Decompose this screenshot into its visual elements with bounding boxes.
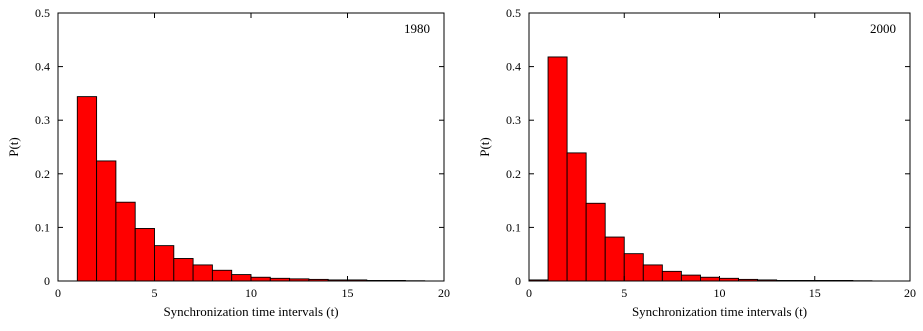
y-tick-label: 0.5 [506, 6, 521, 20]
x-tick-label: 20 [904, 286, 916, 300]
y-tick-label: 0 [44, 274, 50, 288]
histogram-bar [604, 236, 625, 282]
panel-year-label: 2000 [870, 21, 896, 36]
y-tick-label: 0.1 [506, 220, 521, 234]
y-tick-label: 0.2 [35, 167, 50, 181]
x-axis-label: Synchronization time intervals (t) [632, 304, 807, 319]
x-tick-label: 0 [526, 286, 532, 300]
histogram-bar [173, 258, 194, 282]
histogram-bar [250, 276, 271, 282]
histogram-bar [661, 270, 682, 282]
panel-year-label: 1980 [404, 21, 430, 36]
x-axis-label: Synchronization time intervals (t) [163, 304, 338, 319]
x-tick-label: 10 [714, 286, 726, 300]
histogram-bar [680, 274, 701, 282]
y-tick-label: 0.3 [506, 113, 521, 127]
histogram-bar [134, 228, 155, 282]
y-tick-label: 0.4 [35, 60, 50, 74]
histogram-panel-1980: 0 5 10 15 20 0 0.1 0.2 0.3 0.4 0.5 Synchronization … [6, 6, 450, 319]
histogram-bar [700, 276, 720, 282]
histogram-bar [211, 269, 233, 282]
x-tick-label: 5 [621, 286, 627, 300]
histogram-bar [231, 274, 252, 282]
histogram-bar [154, 245, 175, 282]
histogram-bar [96, 160, 117, 282]
y-axis-label: P(t) [477, 137, 492, 157]
histogram-bar [642, 264, 663, 282]
histogram-bar [76, 96, 98, 282]
y-tick-label: 0.4 [506, 60, 521, 74]
histogram-panel-2000: 0 5 10 15 20 0 0.1 0.2 0.3 0.4 0.5 Synchronization … [477, 6, 916, 319]
x-tick-label: 15 [809, 286, 821, 300]
histogram-bar [566, 152, 587, 282]
y-tick-label: 0 [515, 274, 521, 288]
y-tick-label: 0.1 [35, 220, 50, 234]
x-tick-label: 5 [152, 286, 158, 300]
y-tick-label: 0.2 [506, 167, 521, 181]
histogram-bar [623, 253, 644, 282]
histogram-bar [115, 201, 136, 282]
histogram-bar [192, 264, 213, 282]
histogram-bar [547, 56, 568, 282]
x-tick-label: 10 [245, 286, 257, 300]
y-tick-label: 0.5 [35, 6, 50, 20]
histogram-bar [585, 202, 606, 282]
y-axis-label: P(t) [6, 137, 21, 157]
x-tick-label: 20 [438, 286, 450, 300]
x-tick-label: 0 [55, 286, 61, 300]
y-tick-label: 0.3 [35, 113, 50, 127]
x-tick-label: 15 [342, 286, 354, 300]
